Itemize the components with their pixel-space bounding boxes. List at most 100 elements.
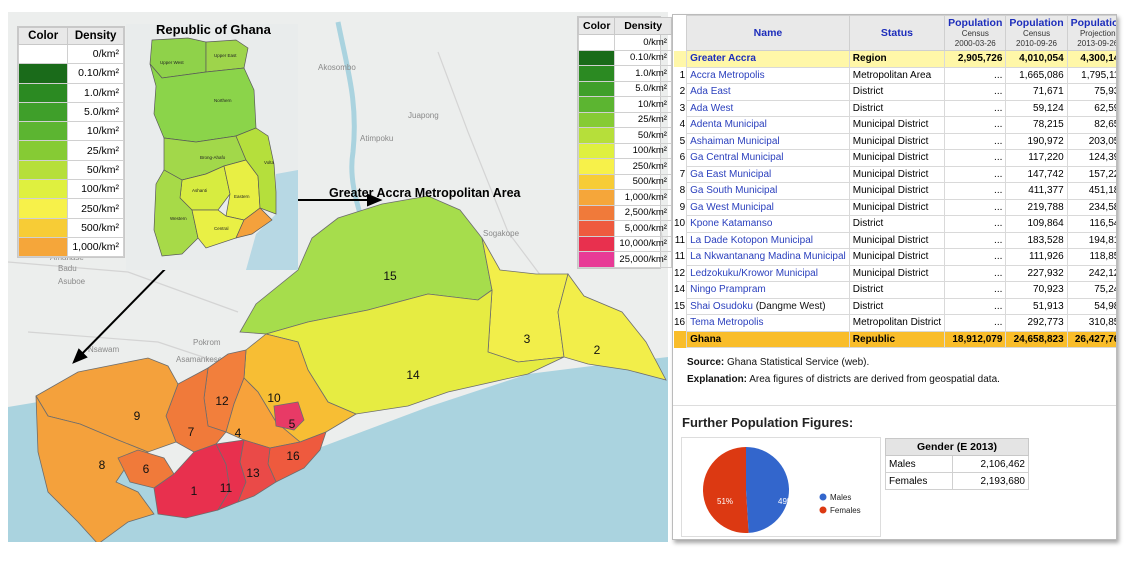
district-name[interactable]: Ga South Municipal: [690, 185, 778, 197]
pop-2010-header[interactable]: Population Census 2010-09-26: [1005, 15, 1068, 51]
legend-left-label: 1.0/km²: [67, 82, 124, 103]
legend-right-label: 0.10/km²: [614, 49, 672, 66]
district-name-link[interactable]: Ga South Municipal: [686, 182, 850, 200]
district-name[interactable]: Ashaiman Municipal: [690, 135, 780, 147]
district-name[interactable]: Ga Central Municipal: [690, 152, 784, 164]
district-2[interactable]: [557, 273, 667, 381]
district-name-link[interactable]: Ada West: [686, 99, 850, 117]
district-name[interactable]: Ga East Municipal: [690, 168, 772, 180]
district-pop-2000: ...: [944, 281, 1007, 299]
gender-table: Gender (E 2013) Males 2,106,462 Females 2,1…: [885, 438, 1030, 490]
district-name-link[interactable]: La Nkwantanang Madina Municipal: [686, 248, 850, 266]
district-name[interactable]: Ledzokuku/Krowor Municipal: [690, 267, 818, 279]
district-name-link[interactable]: Tema Metropolis: [686, 314, 850, 332]
district-pop-2010: 147,742: [1005, 165, 1068, 183]
district-name-link[interactable]: La Dade Kotopon Municipal: [686, 231, 850, 249]
legend-left-label: 100/km²: [67, 179, 124, 200]
district-name-link[interactable]: Ga West Municipal: [686, 198, 850, 216]
legend-right-row: 0/km²: [577, 34, 672, 51]
district-name[interactable]: La Nkwantanang Madina Municipal: [690, 251, 846, 263]
district-name[interactable]: Shai Osudoku: [690, 300, 753, 312]
district-status: Municipal District: [848, 231, 946, 249]
legend-right-swatch: [577, 251, 616, 268]
inset-region-upper-east: [205, 39, 249, 73]
inset-region-greater-accra: [235, 207, 273, 239]
inset-region-label: Volta: [264, 160, 275, 165]
legend-right-label: 5.0/km²: [614, 80, 672, 97]
map-panel: AmanaseBaduAsuboeNsawamPokromAsamankeseA…: [8, 12, 668, 542]
district-name-link[interactable]: Ashaiman Municipal: [686, 132, 850, 150]
status-header[interactable]: Status: [848, 15, 946, 51]
district-pop-2010: 292,773: [1005, 314, 1068, 332]
legend-right-swatch: [577, 142, 616, 159]
pop-2000-header[interactable]: Population Census 2000-03-26: [944, 15, 1007, 51]
legend-right-label: 1,000/km²: [614, 189, 672, 206]
row-index: 10: [674, 218, 686, 230]
district-pop-2013: 62,590: [1066, 99, 1116, 117]
inset-region-labels: Upper West Upper East Northern Brong-Ahafo A…: [160, 53, 275, 231]
legend-right-row: 5,000/km²: [577, 220, 672, 237]
legend-right-label: 50/km²: [614, 127, 672, 144]
district-name[interactable]: Ada West: [690, 102, 734, 114]
region-name[interactable]: Greater Accra: [686, 50, 850, 68]
pie-slice-females[interactable]: [703, 447, 749, 533]
legend-right-label: 10/km²: [614, 96, 672, 113]
row-index: 12: [674, 267, 686, 279]
district-pop-2010: 117,220: [1005, 149, 1068, 167]
total-pop-2013: 26,427,760: [1066, 330, 1116, 348]
district-name[interactable]: Tema Metropolis: [690, 317, 764, 329]
district-name-link[interactable]: Ga East Municipal: [686, 165, 850, 183]
total-name[interactable]: Ghana: [686, 330, 850, 348]
district-name[interactable]: Adenta Municipal: [690, 119, 767, 131]
district-5[interactable]: [273, 401, 305, 431]
district-name-link[interactable]: Ga Central Municipal: [686, 149, 850, 167]
volta-river: [335, 21, 367, 228]
district-label-8: 8: [99, 458, 106, 472]
name-header[interactable]: Name: [686, 15, 850, 51]
legend-left-row: 250/km²: [17, 198, 124, 219]
district-pop-2013: 75,937: [1066, 83, 1116, 101]
district-label-2: 2: [594, 343, 601, 357]
district-row: 11 La Nkwantanang Madina Municipal Municip…: [674, 248, 1116, 266]
district-8[interactable]: [35, 395, 155, 542]
legend-right-label: 25/km²: [614, 111, 672, 128]
inset-region-upper-west: [149, 37, 207, 79]
background-place-label: Atimpoku: [360, 134, 393, 143]
legend-right-swatch: [577, 49, 616, 66]
district-name-link[interactable]: Ningo Prampram: [686, 281, 850, 299]
legend-right-row: 50/km²: [577, 127, 672, 144]
background-place-label: Pokrom: [193, 338, 221, 347]
district-name[interactable]: Ningo Prampram: [690, 284, 766, 296]
district-13[interactable]: [237, 439, 277, 503]
district-name-link[interactable]: Ada East: [686, 83, 850, 101]
district-name-link[interactable]: Shai Osudoku (Dangme West): [686, 297, 850, 315]
district-name[interactable]: Accra Metropolis: [690, 69, 765, 81]
district-status: District: [848, 281, 946, 299]
ghana-inset-map: Upper West Upper East Northern Brong-Ahafo A…: [126, 24, 298, 270]
legend-females-dot: [819, 506, 827, 514]
density-legend-right: Color Density 0/km² 0.10/km² 1.0/km² 5.0/km…: [577, 16, 672, 269]
row-index: 9: [679, 201, 686, 213]
district-pop-2000: ...: [944, 83, 1007, 101]
district-status: Municipal District: [848, 248, 946, 266]
district-name-link[interactable]: Accra Metropolis: [686, 66, 850, 84]
table-notes: Source: Ghana Statistical Service (web).…: [673, 348, 1116, 388]
district-pop-2013: 310,853: [1066, 314, 1116, 332]
district-name[interactable]: La Dade Kotopon Municipal: [690, 234, 813, 246]
district-name[interactable]: Ada East: [690, 86, 731, 98]
district-name[interactable]: Kpone Katamanso: [690, 218, 773, 230]
legend-right-row: 2,500/km²: [577, 204, 672, 221]
district-pop-2010: 190,972: [1005, 132, 1068, 150]
district-name-link[interactable]: Adenta Municipal: [686, 116, 850, 134]
legend-right-swatch: [577, 65, 616, 82]
pie-slice-males[interactable]: [746, 447, 789, 533]
district-name[interactable]: Ga West Municipal: [690, 201, 774, 213]
district-name-link[interactable]: Ledzokuku/Krowor Municipal: [686, 264, 850, 282]
district-name-link[interactable]: Kpone Katamanso: [686, 215, 850, 233]
district-label-9: 9: [134, 409, 141, 423]
legend-left-swatch: [17, 140, 69, 161]
pop-2013-header[interactable]: PopulationProjection2013-09-26: [1066, 15, 1116, 51]
legend-right-row: 0.10/km²: [577, 49, 672, 66]
row-index: 16: [674, 317, 686, 329]
